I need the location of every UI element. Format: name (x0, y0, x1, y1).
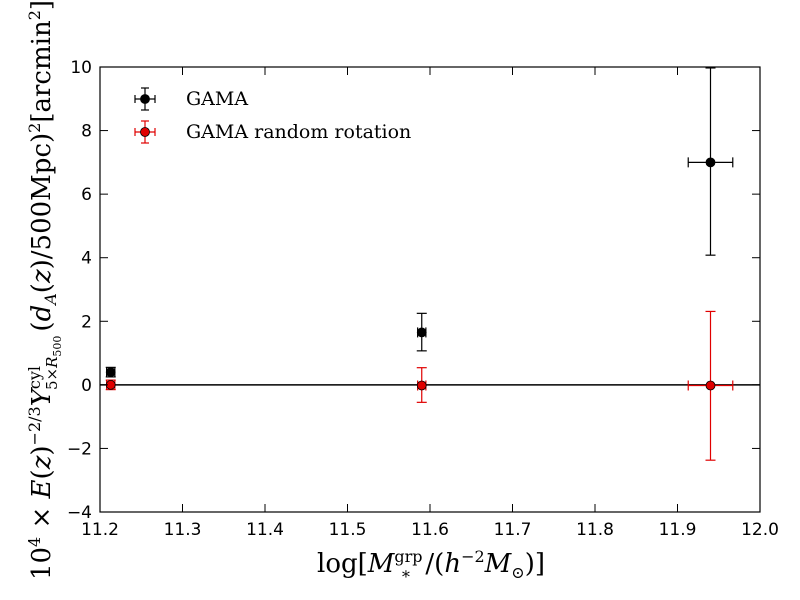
x-tick-label: 11.2 (81, 520, 119, 540)
data-point (416, 327, 427, 338)
legend: GAMA GAMA random rotation (134, 87, 411, 144)
legend-marker (140, 127, 150, 137)
x-tick-label: 11.8 (576, 520, 614, 540)
data-point (105, 367, 116, 378)
x-tick-label: 11.3 (164, 520, 202, 540)
legend-entry: GAMA random rotation (134, 120, 411, 144)
data-point-group (416, 367, 427, 403)
y-tick-label: −4 (67, 503, 92, 523)
y-tick-label: 0 (81, 376, 92, 396)
series-gama (105, 67, 734, 378)
y-tick-label: 4 (81, 249, 92, 269)
data-point (416, 380, 427, 391)
data-point-group (416, 312, 427, 352)
data-point (705, 380, 716, 391)
legend-entry: GAMA (134, 87, 248, 111)
legend-marker (140, 94, 150, 104)
data-point-group (105, 366, 116, 378)
x-tick-label: 11.7 (494, 520, 532, 540)
y-tick-label: −2 (67, 439, 92, 459)
axes: 11.2 11.3 11.4 11.5 11.6 11.7 11.8 11.9 12.0 −4 −2… (67, 58, 779, 540)
plot-area (100, 67, 760, 461)
legend-label: GAMA random rotation (186, 121, 411, 143)
series-gama-random-rotation (105, 310, 734, 461)
data-point (705, 157, 716, 168)
x-tick-label: 11.9 (659, 520, 697, 540)
x-tick-label: 11.4 (246, 520, 284, 540)
y-tick-label: 8 (81, 122, 92, 142)
y-tick-label: 6 (81, 185, 92, 205)
data-point-group (687, 67, 734, 256)
x-axis-title: log[Mgrp ∗/(h−2M⊙)] (317, 547, 545, 583)
x-tick-label: 11.5 (329, 520, 367, 540)
data-point-group (687, 310, 734, 461)
y-axis-title: 104 × E(z)−2/3Ycyl5×R500(dA(z)/500Mpc)2[… (25, 0, 64, 580)
x-tick-label: 11.6 (411, 520, 449, 540)
x-tick-label: 12.0 (741, 520, 779, 540)
y-tick-label: 2 (81, 312, 92, 332)
legend-label: GAMA (186, 88, 248, 110)
y-tick-label: 10 (70, 58, 92, 78)
